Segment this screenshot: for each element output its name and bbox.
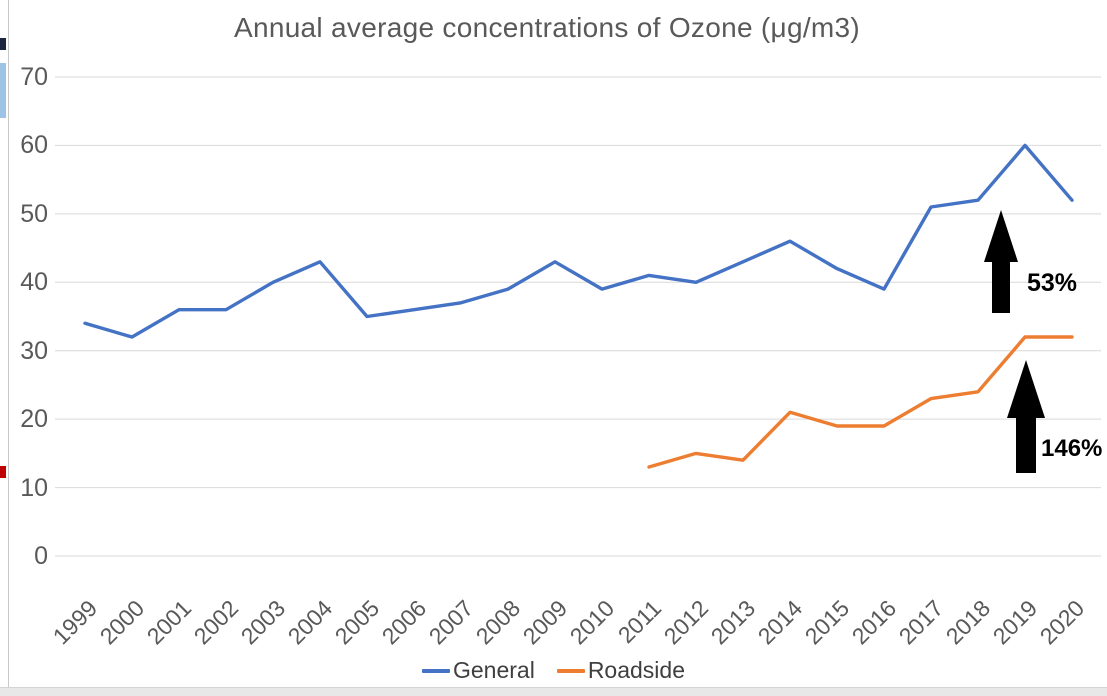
legend-label-roadside: Roadside xyxy=(587,657,685,683)
y-axis-tick-70: 70 xyxy=(20,63,48,91)
up-arrow-general-icon xyxy=(984,210,1018,313)
chart-legend: General Roadside xyxy=(0,657,1107,684)
y-axis-tick-40: 40 xyxy=(20,268,48,297)
legend-label-general: General xyxy=(452,657,535,683)
series-line-general xyxy=(83,143,1074,339)
window-bottom-strip xyxy=(0,687,1107,696)
legend-item-general: General xyxy=(421,657,535,684)
y-axis-tick-60: 60 xyxy=(20,131,48,160)
chart-title: Annual average concentrations of Ozone (… xyxy=(233,12,861,43)
y-axis-tick-0: 0 xyxy=(34,542,48,570)
up-arrow-roadside-icon xyxy=(1007,360,1045,473)
annotation-label-general: 53% xyxy=(1027,269,1078,297)
y-axis-tick-30: 30 xyxy=(20,336,48,365)
series-line-roadside xyxy=(647,335,1074,469)
left-edge-blue-fragment xyxy=(0,63,6,118)
left-edge-navy-fragment xyxy=(0,38,6,50)
general-line-swatch-icon xyxy=(421,668,450,673)
window-left-border xyxy=(8,0,9,687)
roadside-line-swatch-icon xyxy=(556,668,585,673)
y-axis-tick-20: 20 xyxy=(20,405,48,434)
legend-item-roadside: Roadside xyxy=(556,657,685,684)
left-edge-red-fragment xyxy=(0,466,6,478)
y-axis-tick-50: 50 xyxy=(20,199,48,228)
y-axis-tick-10: 10 xyxy=(20,473,48,502)
annotation-label-roadside: 146% xyxy=(1041,435,1103,462)
